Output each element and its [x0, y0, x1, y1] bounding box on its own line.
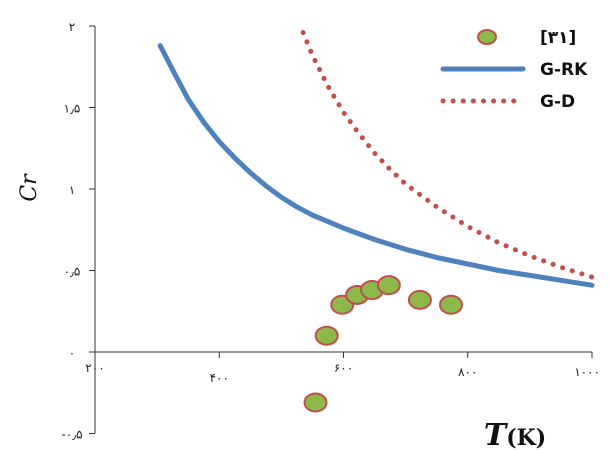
data-point-reference: [314, 325, 339, 346]
data-point-reference: [407, 289, 432, 310]
y-tick-label: ۱: [69, 183, 75, 197]
x-tick-label: ۲۰۰: [85, 361, 104, 375]
x-tick-label: ۶۰۰: [334, 361, 353, 375]
x-axis-title: T(K): [484, 418, 546, 450]
x-axis-symbol: T: [484, 418, 509, 450]
series-line-g-d: [300, 30, 595, 280]
tick-labels: -۰٫۵ ۰ ۰٫۵ ۱ ۱٫۵ ۲ ۲۰۰ ۴۰۰ ۶۰۰ ۸۰۰ ۱۰۰۰: [61, 20, 600, 442]
legend: [۳۱] G-RK G-D: [440, 28, 588, 112]
y-tick-label: ۰٫۵: [64, 265, 81, 279]
y-tick-label: -۰٫۵: [61, 428, 82, 442]
legend-label-g-d: G-D: [540, 92, 575, 112]
series-layer: [157, 30, 595, 413]
y-axis-title: Cr: [17, 173, 42, 202]
y-tick-label: ۱٫۵: [64, 102, 81, 116]
legend-label-g-rk: G-RK: [540, 60, 588, 80]
series-line-g-rk: [157, 43, 595, 288]
legend-swatch-reference: [477, 29, 497, 45]
x-tick-label: ۴۰۰: [210, 371, 229, 385]
axes: [89, 25, 593, 434]
x-tick-label: ۸۰۰: [458, 365, 477, 379]
y-tick-label: ۲: [69, 20, 75, 34]
data-point-reference: [376, 275, 401, 296]
data-point-reference: [438, 294, 463, 315]
x-axis-unit: (K): [506, 425, 546, 450]
y-tick-label: ۰: [69, 346, 75, 360]
data-point-reference: [303, 392, 328, 413]
legend-label-reference: [۳۱]: [540, 28, 576, 48]
x-tick-label: ۱۰۰۰: [574, 365, 600, 379]
